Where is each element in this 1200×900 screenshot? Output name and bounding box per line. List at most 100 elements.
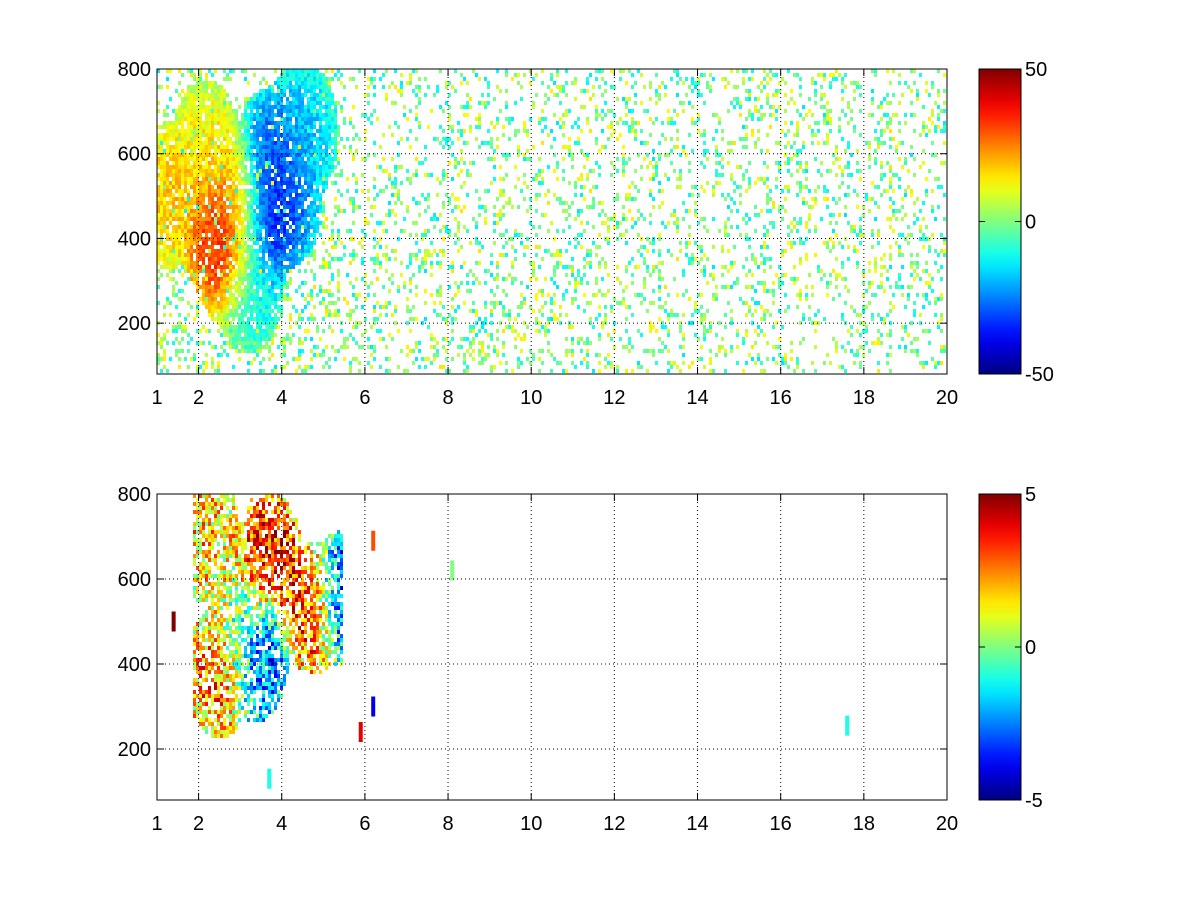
heatmap-cell <box>229 337 232 341</box>
heatmap-cell <box>160 181 163 185</box>
heatmap-cell <box>577 269 580 273</box>
heatmap-cell <box>301 77 304 81</box>
heatmap-cell <box>223 161 226 165</box>
heatmap-cell <box>601 109 604 113</box>
heatmap-cell <box>244 113 247 117</box>
heatmap-cell <box>241 189 244 193</box>
heatmap-cell <box>181 197 184 201</box>
heatmap-cell <box>316 149 319 153</box>
heatmap-cell <box>226 245 229 249</box>
heatmap-cell <box>184 257 187 261</box>
heatmap-cell <box>190 157 193 161</box>
heatmap-cell <box>466 141 469 145</box>
heatmap-cell <box>241 317 244 321</box>
heatmap-cell <box>241 117 244 121</box>
heatmap-cell <box>703 225 706 229</box>
heatmap-cell <box>160 141 163 145</box>
heatmap-cell <box>232 109 235 113</box>
heatmap-cell <box>637 293 640 297</box>
heatmap-cell <box>583 257 586 261</box>
heatmap-cell <box>505 157 508 161</box>
heatmap-cell <box>652 353 655 357</box>
heatmap-cell <box>640 213 643 217</box>
heatmap-cell <box>670 361 673 365</box>
heatmap-cell <box>193 281 196 285</box>
heatmap-cell <box>499 193 502 197</box>
heatmap-cell <box>250 261 253 265</box>
heatmap-cell <box>244 77 247 81</box>
heatmap-cell <box>190 225 193 229</box>
heatmap-cell <box>574 121 577 125</box>
heatmap-cell <box>190 89 193 93</box>
heatmap-cell <box>232 209 235 213</box>
heatmap-cell <box>202 97 205 101</box>
heatmap-cell <box>370 81 373 85</box>
heatmap-cell <box>205 221 208 225</box>
heatmap-cell <box>502 189 505 193</box>
heatmap-cell <box>475 261 478 265</box>
heatmap-cell <box>598 213 601 217</box>
heatmap-cell <box>274 169 277 173</box>
heatmap-cell <box>538 193 541 197</box>
heatmap-cell <box>172 173 175 177</box>
heatmap-cell <box>310 153 313 157</box>
heatmap-cell <box>484 189 487 193</box>
heatmap-cell <box>262 201 265 205</box>
heatmap-cell <box>445 101 448 105</box>
heatmap-cell <box>706 257 709 261</box>
heatmap-cell <box>274 101 277 105</box>
heatmap-cell <box>169 181 172 185</box>
heatmap-cell <box>259 337 262 341</box>
heatmap-cell <box>646 141 649 145</box>
heatmap-cell <box>262 153 265 157</box>
heatmap-cell <box>262 149 265 153</box>
heatmap-cell <box>646 237 649 241</box>
heatmap-cell <box>217 305 220 309</box>
heatmap-cell <box>316 145 319 149</box>
heatmap-cell <box>223 265 226 269</box>
heatmap-cell <box>184 181 187 185</box>
heatmap-cell <box>256 273 259 277</box>
heatmap-cell <box>220 225 223 229</box>
heatmap-cell <box>661 221 664 225</box>
heatmap-cell <box>256 97 259 101</box>
heatmap-cell <box>208 257 211 261</box>
heatmap-cell <box>202 105 205 109</box>
heatmap-cell <box>202 125 205 129</box>
heatmap-cell <box>286 189 289 193</box>
heatmap-cell <box>556 161 559 165</box>
heatmap-cell <box>649 301 652 305</box>
heatmap-cell <box>244 193 247 197</box>
heatmap-cell <box>244 329 247 333</box>
heatmap-cell <box>646 165 649 169</box>
heatmap-cell <box>328 325 331 329</box>
heatmap-cell <box>490 261 493 265</box>
heatmap-cell <box>505 89 508 93</box>
heatmap-cell <box>199 165 202 169</box>
heatmap-cell <box>244 153 247 157</box>
heatmap-cell <box>349 145 352 149</box>
heatmap-cell <box>262 293 265 297</box>
heatmap-cell <box>196 313 199 317</box>
heatmap-cell <box>262 317 265 321</box>
heatmap-cell <box>283 73 286 77</box>
heatmap-cell <box>187 213 190 217</box>
heatmap-cell <box>496 349 499 353</box>
heatmap-cell <box>625 193 628 197</box>
heatmap-cell <box>532 353 535 357</box>
heatmap-cell <box>274 189 277 193</box>
heatmap-cell <box>550 277 553 281</box>
heatmap-cell <box>409 309 412 313</box>
heatmap-cell <box>262 369 265 373</box>
heatmap-cell <box>238 237 241 241</box>
heatmap-cell <box>496 273 499 277</box>
heatmap-cell <box>196 201 199 205</box>
heatmap-cell <box>643 217 646 221</box>
heatmap-cell <box>217 281 220 285</box>
heatmap-cell <box>496 137 499 141</box>
heatmap-cell <box>319 209 322 213</box>
heatmap-cell <box>259 321 262 325</box>
heatmap-cell <box>415 173 418 177</box>
heatmap-cell <box>274 233 277 237</box>
heatmap-cell <box>265 189 268 193</box>
